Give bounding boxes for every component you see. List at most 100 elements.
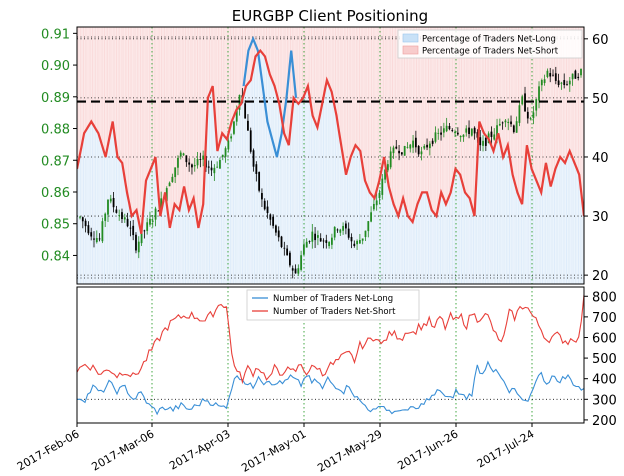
short-fill-bar bbox=[223, 27, 227, 137]
long-fill-bar bbox=[566, 156, 570, 284]
long-fill-bar bbox=[87, 125, 91, 284]
short-fill-bar bbox=[399, 27, 403, 208]
candle-body bbox=[319, 238, 322, 242]
long-fill-bar bbox=[568, 151, 572, 284]
short-fill-bar bbox=[142, 27, 146, 208]
short-fill-bar bbox=[290, 27, 294, 122]
short-fill-bar bbox=[301, 27, 305, 98]
candle-body bbox=[149, 218, 151, 225]
long-fill-bar bbox=[132, 213, 136, 284]
long-fill-bar bbox=[190, 204, 194, 284]
legend-label-net-short: Percentage of Traders Net-Short bbox=[422, 47, 559, 57]
long-fill-bar bbox=[280, 118, 284, 284]
candle-body bbox=[93, 238, 95, 240]
candle-body bbox=[361, 238, 364, 241]
long-fill-bar bbox=[113, 139, 117, 284]
candle-body bbox=[207, 166, 210, 168]
short-fill-bar bbox=[351, 27, 355, 152]
right-tick-label-1: 30 bbox=[592, 210, 609, 225]
long-fill-bar bbox=[380, 168, 384, 284]
candle-body bbox=[344, 223, 347, 229]
short-fill-bar bbox=[299, 27, 303, 101]
short-fill-bar bbox=[578, 27, 582, 175]
short-fill-bar bbox=[280, 27, 284, 119]
short-fill-bar bbox=[485, 27, 489, 137]
candle-body bbox=[322, 240, 325, 242]
short-fill-bar bbox=[190, 27, 194, 205]
candle-body bbox=[177, 157, 179, 168]
short-fill-bar bbox=[111, 27, 115, 122]
long-fill-bar bbox=[171, 216, 175, 284]
candle-body bbox=[303, 244, 305, 255]
short-fill-bar bbox=[171, 27, 175, 217]
candle-body bbox=[563, 80, 566, 86]
short-fill-bar bbox=[82, 27, 86, 134]
short-fill-bar bbox=[430, 27, 434, 211]
candle-body bbox=[538, 86, 540, 101]
candle-body bbox=[353, 243, 356, 246]
candle-body bbox=[258, 172, 261, 191]
long-fill-bar bbox=[537, 186, 541, 284]
candle-body bbox=[465, 128, 468, 133]
short-fill-bar bbox=[313, 27, 317, 122]
candle-body bbox=[364, 230, 367, 238]
x-tick-label-0: 2017-Feb-06 bbox=[15, 427, 82, 473]
long-fill-bar bbox=[397, 216, 401, 284]
candle-body bbox=[412, 140, 414, 148]
long-fill-bar bbox=[301, 97, 305, 284]
candle-body bbox=[311, 231, 314, 242]
net-long-count-line bbox=[77, 360, 584, 416]
short-fill-bar bbox=[261, 27, 265, 54]
long-fill-bar bbox=[282, 133, 286, 284]
candle-body bbox=[347, 228, 350, 238]
candle-body bbox=[261, 193, 263, 200]
candle-body bbox=[336, 229, 339, 231]
long-fill-bar bbox=[121, 162, 125, 284]
candle-body bbox=[386, 164, 389, 171]
candle-body bbox=[275, 225, 277, 233]
long-fill-bar bbox=[161, 204, 165, 284]
candle-body bbox=[199, 159, 202, 160]
x-tick-label-2: 2017-Apr-03 bbox=[167, 427, 232, 472]
long-fill-bar bbox=[425, 192, 429, 284]
long-fill-bar bbox=[354, 145, 358, 284]
long-fill-bar bbox=[232, 115, 236, 284]
long-fill-bar bbox=[373, 198, 377, 284]
short-fill-bar bbox=[218, 27, 222, 143]
candle-body bbox=[420, 151, 423, 155]
legend-label-net-long: Percentage of Traders Net-Long bbox=[422, 35, 556, 45]
short-fill-bar bbox=[113, 27, 117, 140]
candle-body bbox=[95, 237, 98, 243]
short-fill-bar bbox=[449, 27, 453, 193]
long-fill-bar bbox=[447, 198, 451, 284]
legend-swatch-net-long bbox=[402, 33, 419, 43]
left-tick-label-1: 0.85 bbox=[41, 218, 70, 233]
candle-body bbox=[221, 154, 224, 158]
long-fill-bar bbox=[149, 168, 153, 284]
long-fill-bar bbox=[361, 165, 365, 284]
short-fill-bar bbox=[297, 27, 301, 104]
long-fill-bar bbox=[197, 227, 201, 284]
right-axis-ticks: 20 30 40 50 60 bbox=[584, 33, 609, 284]
candle-body bbox=[230, 136, 233, 139]
bottom-right-axis-ticks: 200 300 400 500 600 700 800 bbox=[584, 290, 617, 429]
top-plot-frame bbox=[76, 26, 585, 285]
candle-body bbox=[115, 209, 118, 213]
long-fill-bar bbox=[375, 189, 379, 284]
long-fill-bar bbox=[513, 183, 517, 284]
long-fill-bar bbox=[470, 207, 474, 284]
bottom-right-tick-label-6: 800 bbox=[592, 290, 617, 305]
candle-body bbox=[165, 188, 168, 202]
candle-body bbox=[330, 237, 333, 245]
long-fill-bar bbox=[499, 145, 503, 284]
x-tick-label-1: 2017-Mar-06 bbox=[89, 427, 156, 473]
long-fill-bar bbox=[218, 142, 222, 284]
short-fill-bar bbox=[197, 27, 201, 228]
short-fill-bar bbox=[470, 27, 474, 208]
short-fill-bar bbox=[185, 27, 189, 199]
candle-body bbox=[269, 214, 272, 220]
short-fill-bar bbox=[499, 27, 503, 146]
short-fill-bar bbox=[347, 27, 351, 166]
candle-body bbox=[384, 169, 386, 180]
